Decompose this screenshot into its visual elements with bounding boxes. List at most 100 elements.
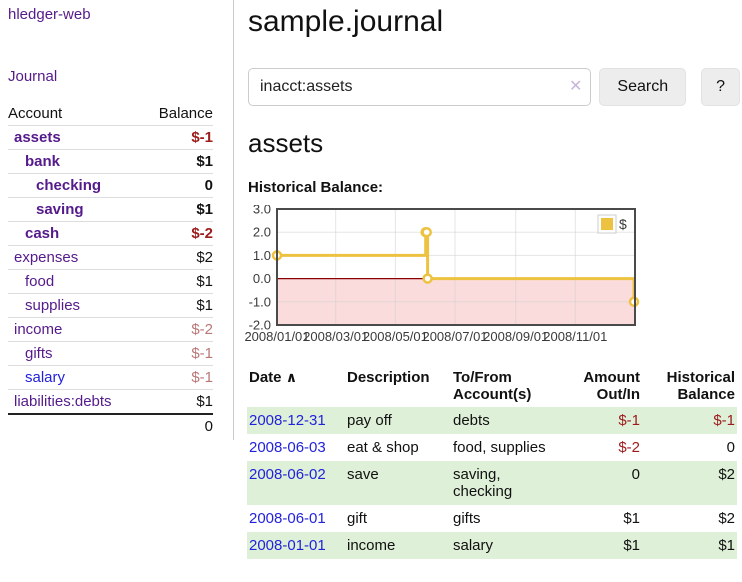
- account-link[interactable]: assets: [14, 129, 61, 146]
- accounts-header-account: Account: [8, 102, 143, 126]
- data-point-marker: [422, 273, 433, 284]
- main-panel: sample.journal ✕ Search ? assets Histori…: [244, 4, 740, 559]
- sidebar-item-journal[interactable]: Journal: [8, 68, 58, 85]
- accounts-table: Account Balance assets $-1 bank $1 checking 0…: [8, 102, 213, 438]
- transaction-date-cell: 2008-06-03: [247, 434, 345, 461]
- register-header-row: Date ∧ Description To/From Account(s) Am…: [247, 367, 737, 407]
- account-row: liabilities:debts $1: [8, 389, 213, 415]
- transaction-date-link[interactable]: 2008-06-01: [249, 510, 326, 527]
- account-name-cell: salary: [8, 365, 143, 390]
- transaction-description: income: [345, 532, 451, 559]
- transaction-description: save: [345, 461, 451, 505]
- x-axis-tick-label: 2008/07/01: [422, 329, 487, 344]
- transaction-date-link[interactable]: 2008-01-01: [249, 537, 326, 554]
- transaction-amount: $-2: [618, 439, 640, 456]
- account-balance: $1: [142, 269, 213, 294]
- account-link[interactable]: income: [14, 321, 63, 338]
- transaction-amount: $1: [623, 510, 640, 527]
- transaction-date-cell: 2008-01-01: [247, 532, 345, 559]
- transaction-balance: $1: [642, 532, 737, 559]
- x-axis-tick-label: 2008/03/01: [303, 329, 368, 344]
- accounts-total-row: 0: [8, 413, 213, 438]
- accounts-table-body: assets $-1 bank $1 checking 0 saving $1 cash $-2 e…: [8, 125, 213, 415]
- account-name-cell: income: [8, 317, 143, 342]
- account-row: food $1: [8, 269, 213, 294]
- sidebar: hledger-web Journal Account Balance asse…: [0, 0, 234, 440]
- account-row: assets $-1: [8, 125, 213, 150]
- account-link[interactable]: expenses: [14, 249, 79, 266]
- account-balance: $-2: [142, 317, 213, 342]
- clear-search-icon[interactable]: ✕: [568, 78, 583, 95]
- help-button[interactable]: ?: [701, 68, 740, 106]
- account-name-cell: expenses: [8, 245, 143, 270]
- register-header-description: Description: [347, 369, 430, 386]
- account-row: income $-2: [8, 317, 213, 342]
- account-link[interactable]: salary: [25, 369, 66, 386]
- date-header-label: Date: [249, 369, 282, 386]
- x-axis-tick-label: 2008/11/01: [543, 329, 607, 344]
- sort-ascending-icon: ∧: [285, 369, 298, 385]
- y-axis-tick-label: 2.0: [253, 225, 271, 240]
- account-name-cell: assets: [8, 125, 143, 150]
- account-link[interactable]: cash: [25, 225, 60, 242]
- transaction-balance: $2: [718, 510, 735, 527]
- transaction-description: pay off: [345, 407, 451, 434]
- accounts-header-balance: Balance: [142, 102, 213, 126]
- transaction-row: 2008-06-02 save saving, checking 0 $2: [247, 461, 737, 505]
- account-balance: $-1: [142, 125, 213, 150]
- transaction-date-link[interactable]: 2008-06-03: [249, 439, 326, 456]
- transaction-row: 2008-06-01 gift gifts $1 $2: [247, 505, 737, 532]
- account-balance: $1: [142, 197, 213, 222]
- transaction-row: 2008-06-03 eat & shop food, supplies $-2 0: [247, 434, 737, 461]
- account-link[interactable]: gifts: [25, 345, 53, 362]
- accounts-header-row: Account Balance: [8, 102, 213, 126]
- app-title-link[interactable]: hledger-web: [8, 6, 91, 23]
- page-title: sample.journal: [248, 5, 444, 38]
- account-link[interactable]: food: [25, 273, 55, 290]
- y-axis-tick-label: 3.0: [253, 205, 271, 217]
- transaction-date-link[interactable]: 2008-12-31: [249, 412, 326, 429]
- account-row: expenses $2: [8, 245, 213, 270]
- data-point-marker: [421, 226, 432, 238]
- account-name-cell: supplies: [8, 293, 143, 318]
- transaction-date-link[interactable]: 2008-06-02: [249, 466, 326, 483]
- legend-swatch: [601, 218, 613, 230]
- account-balance: 0: [142, 173, 213, 198]
- x-axis-tick-label: 2008/05/01: [363, 329, 428, 344]
- transaction-row: 2008-01-01 income salary $1 $1: [247, 532, 737, 559]
- transaction-amount: $1: [563, 532, 642, 559]
- accounts-total-spacer: [8, 413, 143, 438]
- account-link[interactable]: supplies: [25, 297, 81, 314]
- chart-canvas: $3.0 2.0 1.0 0.0 -1.0 -2.02008/01/012008/03/0…: [244, 202, 640, 344]
- account-balance: $1: [142, 389, 213, 415]
- account-row: cash $-2: [8, 221, 213, 246]
- account-link[interactable]: checking: [36, 177, 102, 194]
- transaction-accounts: debts: [451, 407, 563, 434]
- search-button[interactable]: Search: [599, 68, 687, 106]
- transaction-description: eat & shop: [347, 439, 419, 456]
- account-row: bank $1: [8, 149, 213, 174]
- chart-legend: $: [597, 214, 627, 234]
- transaction-accounts: salary: [451, 532, 563, 559]
- account-row: saving $1: [8, 197, 213, 222]
- register-header-date[interactable]: Date ∧: [247, 367, 345, 407]
- transaction-balance: 0: [726, 439, 735, 456]
- account-balance: $1: [142, 149, 213, 174]
- search-input[interactable]: [248, 68, 592, 106]
- account-link[interactable]: saving: [36, 201, 84, 218]
- y-axis-tick-label: -2.0: [249, 318, 271, 333]
- account-name-cell: checking: [8, 173, 143, 198]
- register-table: Date ∧ Description To/From Account(s) Am…: [247, 367, 737, 559]
- register-table-body: 2008-12-31 pay off debts $-1 $-1 2008-06-03 ea…: [247, 407, 737, 559]
- account-name-cell: gifts: [8, 341, 143, 366]
- transaction-date-cell: 2008-12-31: [247, 407, 345, 434]
- transaction-accounts: food, supplies: [453, 439, 546, 456]
- accounts-total-value: 0: [142, 413, 213, 438]
- account-link[interactable]: bank: [25, 153, 61, 170]
- account-link[interactable]: liabilities:debts: [14, 393, 112, 410]
- y-axis-tick-label: 0.0: [253, 271, 271, 286]
- chart-label: Historical Balance:: [248, 179, 384, 196]
- y-axis-tick-label: 1.0: [253, 248, 271, 263]
- x-axis-tick-label: 2008/09/01: [483, 329, 548, 344]
- account-name-cell: food: [8, 269, 143, 294]
